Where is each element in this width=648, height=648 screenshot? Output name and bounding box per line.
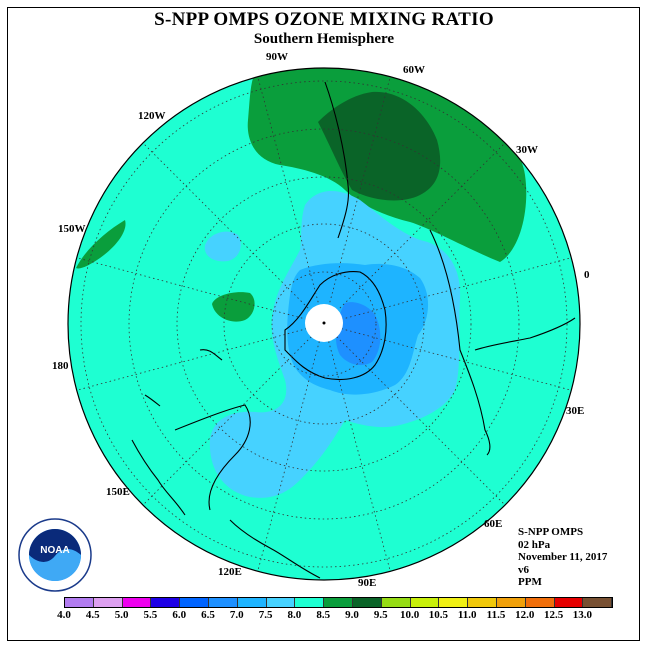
coastlines	[131, 81, 576, 579]
colorbar-segment	[208, 598, 238, 607]
map-border	[67, 67, 581, 581]
page-subtitle: Southern Hemisphere	[253, 31, 395, 47]
colorbar-tick-label: 8.0	[287, 609, 302, 621]
colorbar-tick-label: 4.0	[57, 609, 71, 621]
colorbar-segment	[266, 598, 296, 607]
info-units: PPM	[518, 576, 542, 588]
lon-label-60W: 60W	[403, 64, 425, 76]
info-level: 02 hPa	[518, 538, 551, 551]
product-info: S-NPP OMPS 02 hPa November 11, 2017 v6 P…	[518, 526, 607, 589]
colorbar-tick-label: 7.0	[229, 609, 244, 621]
colorbar-tick-label: 12.5	[543, 609, 564, 621]
colorbar-segment	[295, 598, 325, 607]
colorbar-segment	[381, 598, 411, 607]
colorbar-segment	[180, 598, 209, 607]
colorbar-tick-label: 10.5	[428, 609, 449, 621]
south-pole-marker	[322, 321, 326, 325]
info-date: November 11, 2017	[518, 551, 608, 563]
noaa-logo: NOAA	[18, 518, 92, 592]
colorbar-tick-label: 6.5	[201, 609, 215, 621]
colorbar-segment	[151, 598, 181, 607]
colorbar-segment	[237, 598, 267, 607]
lon-label-0: 0	[584, 269, 590, 281]
colorbar-segment	[352, 598, 382, 607]
info-instrument: S-NPP OMPS	[518, 526, 584, 538]
colorbar-tick-label: 10.0	[399, 609, 420, 621]
colorbar-segment	[525, 598, 555, 607]
colorbar-tick-label: 11.5	[486, 609, 506, 621]
colorbar-tick-label: 7.5	[258, 609, 273, 621]
ozone-level-8.0-8.5-region	[76, 220, 126, 269]
colorbar-tick-label: 9.0	[345, 609, 359, 621]
colorbar-segment	[554, 598, 584, 607]
ozone-level-7.0-7.5-region	[204, 231, 241, 262]
colorbar-tick-label: 11.0	[457, 609, 477, 621]
colorbar-tick-label: 4.5	[85, 609, 100, 621]
ozone-level-8.5-9.0-region	[318, 91, 441, 201]
graticule	[80, 80, 568, 568]
lon-label-60E: 60E	[484, 518, 503, 530]
lon-label-150W: 150W	[58, 223, 86, 235]
colorbar-segment	[65, 598, 94, 607]
colorbar-segment	[324, 598, 353, 607]
colorbar-tick-label: 5.5	[143, 609, 158, 621]
info-version: v6	[518, 563, 529, 576]
lon-label-120W: 120W	[138, 110, 166, 122]
noaa-logo-text: NOAA	[40, 545, 69, 556]
colorbar-segment	[410, 598, 440, 607]
colorbar-segment	[468, 598, 497, 607]
colorbar-tick-label: 5.0	[114, 609, 129, 621]
colorbar-segment	[583, 598, 613, 607]
lon-label-180: 180	[52, 360, 69, 372]
colorbar-tick-label: 12.0	[515, 609, 535, 621]
lon-label-90E: 90E	[358, 577, 377, 589]
lon-label-30E: 30E	[566, 405, 585, 417]
colorbar-tick-label: 9.5	[373, 609, 388, 621]
map-frame	[7, 7, 640, 641]
colorbar-tick-label: 13.0	[572, 609, 593, 621]
colorbar-tick-label: 6.0	[172, 609, 187, 621]
page-title: S-NPP OMPS OZONE MIXING RATIO	[154, 9, 494, 30]
colorbar-tick-label: 8.5	[316, 609, 331, 621]
lon-label-30W: 30W	[516, 144, 538, 156]
colorbar-segment	[439, 598, 469, 607]
colorbar	[64, 597, 614, 608]
ozone-level-8.0-8.5-region	[212, 292, 255, 322]
colorbar-segment	[93, 598, 123, 607]
lon-label-150E: 150E	[106, 486, 130, 498]
colorbar-segment	[496, 598, 526, 607]
colorbar-segment	[122, 598, 152, 607]
lon-label-120E: 120E	[218, 566, 242, 578]
lon-label-90W: 90W	[266, 51, 288, 63]
